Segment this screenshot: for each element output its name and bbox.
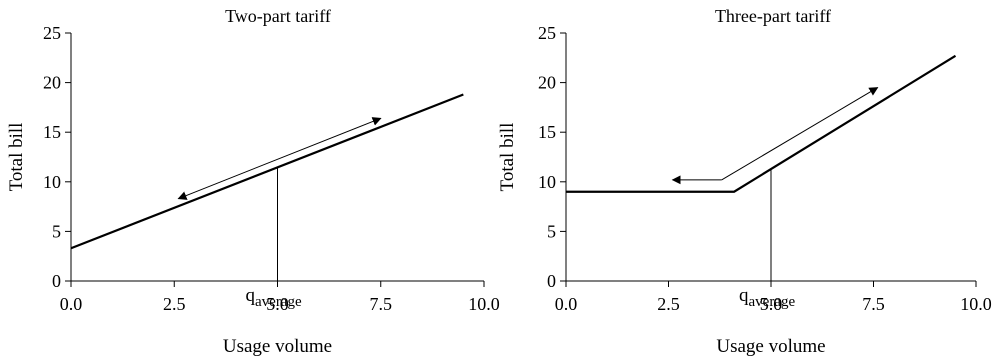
x-tick-label: 2.5 <box>657 294 680 314</box>
x-tick-label: 0.0 <box>555 294 578 314</box>
y-tick-label: 15 <box>43 122 61 142</box>
x-tick-label: 7.5 <box>862 294 885 314</box>
tariff-line <box>566 54 957 193</box>
average-usage-label: qaverage <box>739 285 795 310</box>
three-part-tariff-chart: Three-part tariff 0 5 10 15 20 25 0.0 2.5 5.0 7.5 1… <box>497 6 992 356</box>
direction-arrow <box>177 117 382 200</box>
chart-title: Three-part tariff <box>715 6 831 26</box>
y-tick-label: 15 <box>538 122 556 142</box>
direction-arrow <box>721 87 879 181</box>
two-part-tariff-chart: Two-part tariff 0 5 10 15 20 25 0.0 2.5 5.0 7.5 10.… <box>6 6 500 356</box>
y-tick-label: 0 <box>52 271 61 291</box>
y-tick-label: 10 <box>43 172 61 192</box>
tariff-line <box>70 93 464 250</box>
q-subscript: average <box>749 294 796 310</box>
x-axis-label: Usage volume <box>223 336 332 356</box>
y-tick-label: 25 <box>43 23 61 43</box>
q-symbol: q <box>246 285 256 306</box>
chart-title: Two-part tariff <box>225 6 331 26</box>
x-axis-label: Usage volume <box>716 336 825 356</box>
y-tick-label: 10 <box>538 172 556 192</box>
y-axis-label: Total bill <box>6 123 27 192</box>
y-tick-label: 5 <box>52 221 61 241</box>
x-tick-label: 5.0 <box>266 294 289 314</box>
x-tick-label: 7.5 <box>370 294 393 314</box>
y-tick-label: 20 <box>538 73 556 93</box>
x-tick-label: 2.5 <box>163 294 186 314</box>
y-tick-label: 20 <box>43 73 61 93</box>
x-tick-label: 5.0 <box>760 294 783 314</box>
q-symbol: q <box>739 285 749 306</box>
y-tick-label: 0 <box>547 271 556 291</box>
y-tick-label: 5 <box>547 221 556 241</box>
x-tick-label: 10.0 <box>960 294 992 314</box>
y-tick-label: 25 <box>538 23 556 43</box>
y-axis-label: Total bill <box>497 123 518 192</box>
x-tick-label: 0.0 <box>60 294 83 314</box>
x-tick-label: 10.0 <box>468 294 500 314</box>
q-subscript: average <box>255 294 302 310</box>
average-usage-label: qaverage <box>246 285 302 310</box>
